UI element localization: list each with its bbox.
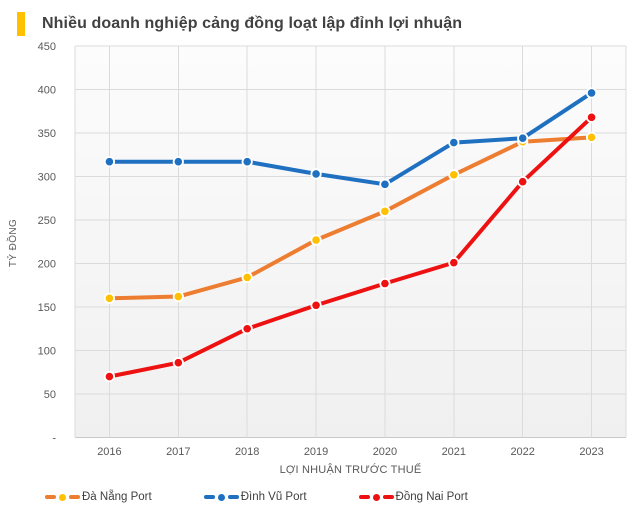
x-tick-label: 2016 [97, 446, 121, 458]
data-point-marker [585, 111, 598, 123]
data-point-marker [585, 87, 598, 99]
data-point-marker [448, 169, 460, 181]
legend-item-dong-nai-port: Đồng Nai Port [358, 491, 468, 503]
data-point-marker [241, 323, 253, 335]
x-tick-label: 2021 [442, 446, 466, 458]
title-accent-bar [17, 12, 25, 36]
x-tick-label: 2017 [166, 446, 190, 458]
y-tick-label: - [52, 433, 56, 445]
chart-legend: Đà Nẵng Port Đình Vũ Port Đồng Nai Port [45, 491, 468, 503]
data-point-marker [448, 257, 460, 269]
y-tick-label: 200 [38, 259, 56, 271]
y-tick-label: 100 [38, 346, 56, 358]
data-point-marker [172, 290, 184, 303]
x-tick-label: 2023 [579, 446, 603, 458]
series-line [107, 135, 594, 301]
y-tick-label: 350 [38, 128, 56, 140]
legend-marker-dong-nai-port [358, 493, 394, 501]
data-point-marker [103, 156, 116, 168]
chart-title: Nhiều doanh nghiệp cảng đồng loạt lập đỉ… [42, 15, 463, 32]
plot-area [75, 46, 626, 438]
data-point-marker [379, 178, 391, 190]
y-tick-label: 400 [38, 85, 56, 97]
series-line [107, 90, 594, 187]
legend-label-da-nang-port: Đà Nẵng Port [82, 491, 152, 503]
x-axis-title: LỢI NHUẬN TRƯỚC THUẾ [280, 463, 422, 476]
data-point-marker [310, 299, 322, 311]
legend-label-dong-nai-port: Đồng Nai Port [395, 491, 468, 503]
chart-header: Nhiều doanh nghiệp cảng đồng loạt lập đỉ… [17, 12, 462, 36]
x-tick-label: 2018 [235, 446, 259, 458]
y-tick-label: 150 [38, 302, 56, 314]
series-line [107, 115, 594, 379]
y-tick-label: 50 [44, 389, 56, 401]
data-point-marker [241, 271, 253, 284]
data-point-marker [103, 292, 116, 304]
data-point-marker [585, 131, 598, 143]
legend-item-dinh-vu-port: Đình Vũ Port [203, 491, 307, 503]
data-point-marker [448, 136, 460, 149]
data-point-marker [310, 168, 322, 180]
x-tick-label: 2019 [304, 446, 328, 458]
data-point-marker [103, 370, 116, 383]
legend-item-da-nang-port: Đà Nẵng Port [45, 491, 152, 503]
y-tick-label: 300 [38, 172, 56, 184]
data-point-marker [379, 205, 391, 217]
y-axis-title: TỶ ĐỒNG [6, 219, 19, 267]
x-tick-label: 2020 [373, 446, 397, 458]
x-tick-label: 2022 [510, 446, 534, 458]
data-point-marker [310, 234, 322, 246]
data-point-marker [172, 156, 184, 168]
data-point-marker [517, 176, 529, 188]
data-point-marker [172, 357, 184, 369]
y-tick-label: 250 [38, 215, 56, 227]
data-point-marker [241, 156, 253, 168]
legend-marker-da-nang-port [45, 493, 80, 501]
data-point-marker [379, 277, 391, 290]
legend-marker-dinh-vu-port [203, 493, 239, 501]
legend-label-dinh-vu-port: Đình Vũ Port [240, 491, 307, 503]
y-tick-label: 450 [38, 41, 56, 53]
data-point-marker [517, 132, 529, 144]
